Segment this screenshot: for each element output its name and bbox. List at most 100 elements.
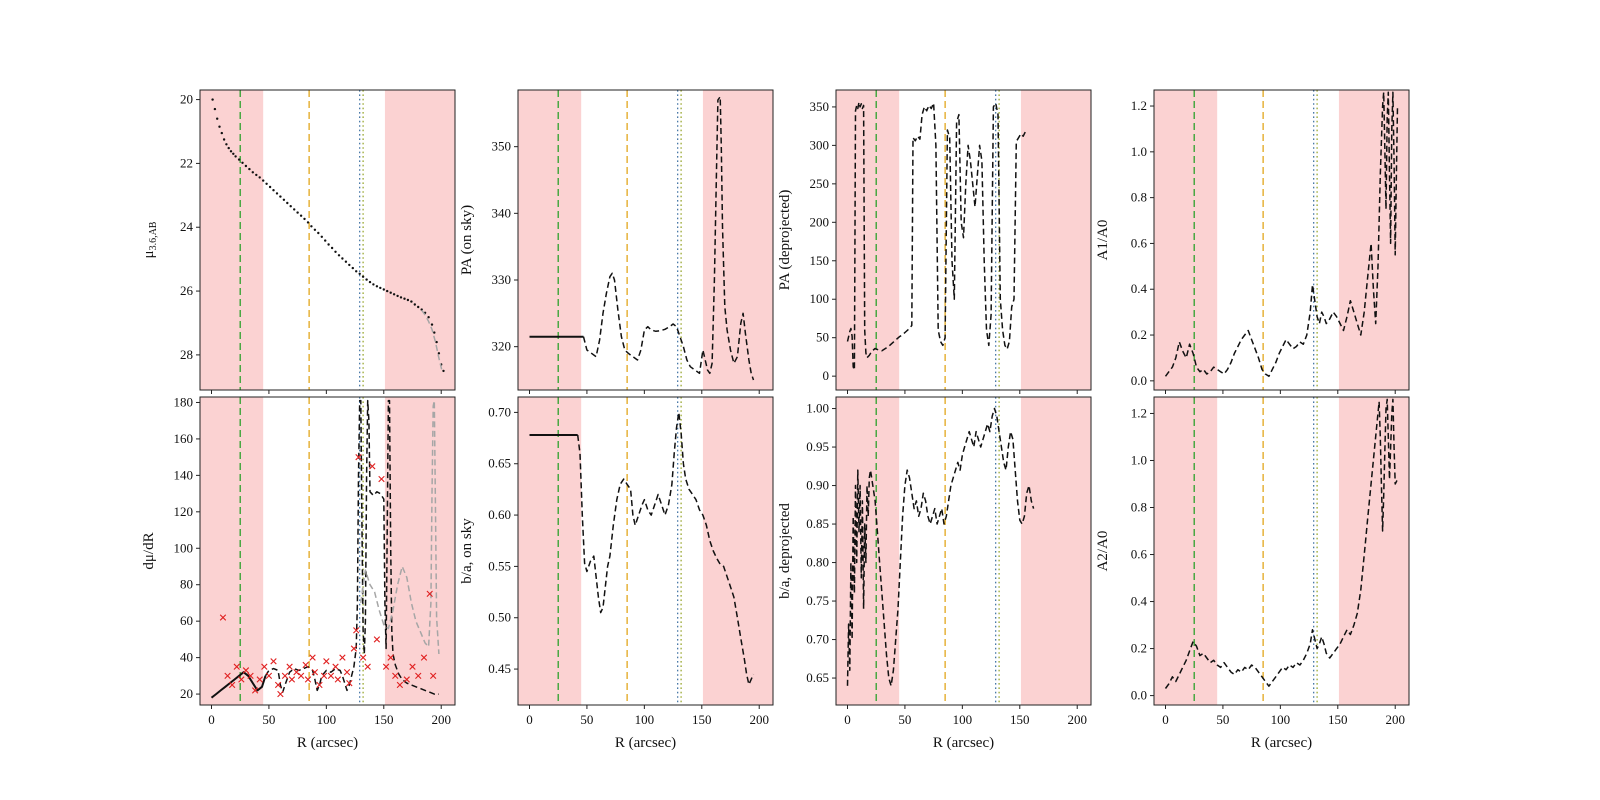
y-tick-label: 26 — [180, 283, 194, 298]
series-ba-sky-dashed — [576, 411, 755, 686]
x-tick-label: 50 — [1216, 712, 1229, 727]
y-tick-label: 350 — [492, 139, 512, 154]
y-tick-label: 1.2 — [1131, 405, 1147, 420]
series-surface-brightness-profile — [211, 98, 445, 373]
y-tick-label: 0.75 — [806, 593, 829, 608]
y-tick-label: 20 — [180, 92, 193, 107]
y-tick-label: 0.80 — [806, 555, 829, 570]
y-axis-label: b/a, deprojected — [777, 503, 793, 599]
y-tick-label: 0.8 — [1131, 500, 1147, 515]
series-dmudr-dashed — [264, 399, 439, 695]
x-tick-label: 200 — [431, 712, 451, 727]
inner-unreliable-band — [836, 90, 900, 390]
axes-frame — [1153, 89, 1410, 391]
axes-frame — [835, 89, 1092, 391]
inner-unreliable-band — [518, 90, 582, 390]
y-tick-label: 28 — [180, 347, 193, 362]
x-tick-label: 0 — [208, 712, 215, 727]
y-tick-label: 80 — [180, 577, 193, 592]
x-tick-label: 50 — [262, 712, 275, 727]
chart-svg-pa_dep: 0 50 100 150 200 250 300 350 PA (deprojected) — [777, 89, 1092, 394]
inner-unreliable-band — [200, 397, 264, 705]
chart-svg-a2a0: 0.0 0.2 0.4 0.6 0.8 1.0 1.2 0 50 100 150 200 R (arcs… — [1095, 396, 1410, 751]
x-tick-label: 0 — [526, 712, 533, 727]
y-tick-label: 1.00 — [806, 401, 829, 416]
panel-dmu-dr: 20 40 60 80 100 120 140 160 180 0 50 100 150 200 R (ar… — [138, 389, 467, 761]
axes-frame — [517, 89, 774, 391]
chart-svg-ba_dep: 0.65 0.70 0.75 0.80 0.85 0.90 0.95 1.00 0 50 100 15… — [777, 396, 1092, 751]
y-tick-label: 0.6 — [1131, 547, 1148, 562]
y-tick-label: 120 — [174, 504, 194, 519]
y-axis-label: PA (on sky) — [459, 205, 475, 275]
x-tick-label: 150 — [374, 712, 394, 727]
y-tick-label: 1.0 — [1131, 144, 1147, 159]
x-tick-label: 0 — [844, 712, 851, 727]
chart-svg-mu: 20 22 24 26 28 μ3.6,AB — [141, 89, 456, 394]
x-tick-label: 150 — [692, 712, 712, 727]
y-axis-label: b/a, on sky — [459, 518, 475, 584]
y-tick-label: 1.2 — [1131, 98, 1147, 113]
series-pa-deprojected-dashed — [846, 101, 1027, 371]
panel-pa-on-sky: 320 330 340 350 PA (on sky) — [456, 82, 785, 400]
y-tick-label: 300 — [810, 137, 830, 152]
y-tick-label: 100 — [174, 540, 194, 555]
panel-ba-on-sky: 0.45 0.50 0.55 0.60 0.65 0.70 0 50 100 150 200 R (a… — [456, 389, 785, 761]
x-axis-label: R (arcsec) — [297, 735, 358, 751]
chart-svg-dmudr: 20 40 60 80 100 120 140 160 180 0 50 100 150 200 R (ar… — [141, 394, 456, 751]
axes-frame — [517, 396, 774, 706]
outer-unreliable-band — [384, 90, 455, 390]
outer-unreliable-band — [1338, 90, 1409, 390]
y-tick-label: 0.0 — [1131, 688, 1147, 703]
inner-unreliable-band — [1154, 397, 1218, 705]
y-tick-label: 0.85 — [806, 516, 829, 531]
outer-unreliable-band — [702, 90, 773, 390]
y-tick-label: 0.6 — [1131, 235, 1148, 250]
y-tick-label: 0.0 — [1131, 373, 1147, 388]
chart-svg-a1a0: 0.0 0.2 0.4 0.6 0.8 1.0 1.2 A1/A0 — [1095, 89, 1410, 394]
chart-svg-ba_sky: 0.45 0.50 0.55 0.60 0.65 0.70 0 50 100 150 200 R (a… — [459, 396, 774, 751]
y-tick-label: 50 — [816, 330, 829, 345]
series-dmudr-inner-solid — [210, 671, 267, 699]
y-tick-label: 0.4 — [1131, 594, 1148, 609]
x-tick-label: 50 — [580, 712, 593, 727]
y-tick-label: 0.65 — [488, 456, 511, 471]
x-tick-label: 100 — [317, 712, 337, 727]
x-tick-label: 0 — [1162, 712, 1169, 727]
panel-a1-a0: 0.0 0.2 0.4 0.6 0.8 1.0 1.2 A1/A0 — [1092, 82, 1421, 400]
outer-unreliable-band — [384, 397, 455, 705]
y-axis-label: PA (deprojected) — [777, 190, 793, 291]
x-tick-label: 150 — [1328, 712, 1348, 727]
y-tick-label: 0.95 — [806, 439, 829, 454]
y-tick-label: 0.90 — [806, 478, 829, 493]
axes-frame — [199, 396, 456, 706]
x-tick-label: 150 — [1010, 712, 1030, 727]
series-dmudr-red-x-markers — [219, 453, 437, 698]
inner-unreliable-band — [836, 397, 900, 705]
outer-unreliable-band — [702, 397, 773, 705]
y-tick-label: 0.4 — [1131, 281, 1148, 296]
y-tick-label: 0.65 — [806, 670, 829, 685]
y-tick-label: 160 — [174, 431, 194, 446]
x-tick-label: 100 — [953, 712, 973, 727]
y-tick-label: 0.50 — [488, 610, 511, 625]
y-tick-label: 60 — [180, 613, 193, 628]
axes-frame — [835, 396, 1092, 706]
series-a1a0-dashed — [1164, 91, 1399, 378]
outer-unreliable-band — [1338, 397, 1409, 705]
x-tick-label: 200 — [749, 712, 769, 727]
panel-a2-a0: 0.0 0.2 0.4 0.6 0.8 1.0 1.2 0 50 100 150 200 R (arcs… — [1092, 389, 1421, 761]
y-tick-label: 250 — [810, 176, 830, 191]
y-tick-label: 1.0 — [1131, 452, 1147, 467]
y-axis-label: dμ/dR — [141, 532, 157, 569]
y-axis-label: A1/A0 — [1095, 220, 1111, 261]
y-tick-label: 100 — [810, 291, 830, 306]
x-axis-label: R (arcsec) — [1251, 735, 1312, 751]
y-tick-label: 180 — [174, 394, 194, 409]
y-tick-label: 0.2 — [1131, 641, 1147, 656]
y-tick-label: 140 — [174, 467, 194, 482]
axes-frame — [199, 89, 456, 391]
x-tick-label: 200 — [1067, 712, 1087, 727]
y-tick-label: 0.60 — [488, 507, 511, 522]
panel-surface-brightness: 20 22 24 26 28 μ3.6,AB — [138, 82, 467, 400]
y-tick-label: 150 — [810, 253, 830, 268]
